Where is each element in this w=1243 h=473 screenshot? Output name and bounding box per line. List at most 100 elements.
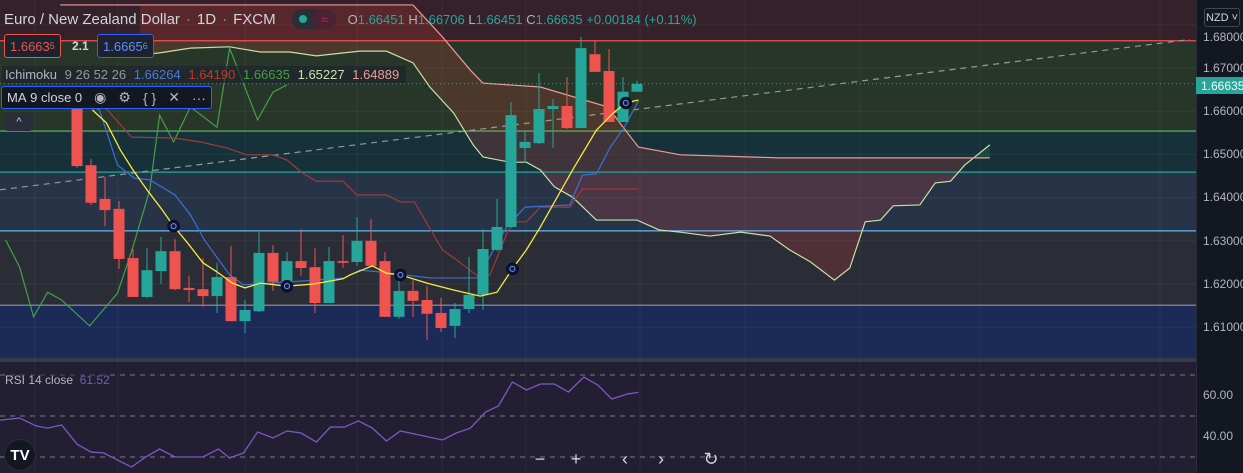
separator: · (185, 10, 191, 28)
ichimoku-cloud (483, 83, 487, 158)
ichimoku-cloud (402, 4, 406, 60)
eye-icon[interactable]: ◉ (94, 89, 107, 105)
pane-separator (0, 358, 1196, 362)
ichimoku-cloud (185, 4, 189, 49)
ichimoku-cloud (630, 136, 634, 221)
ichimoku-cloud (353, 4, 357, 52)
rsi-axis-label: 60.00 (1203, 388, 1234, 402)
ichimoku-cloud (693, 155, 697, 235)
scroll-back-button[interactable]: ‹ (622, 448, 628, 469)
conversion-value: 1.66264 (133, 67, 181, 82)
candle-body (631, 83, 643, 92)
collapse-legend-button[interactable]: ^ (5, 113, 33, 131)
ichimoku-cloud (546, 88, 550, 181)
more-icon[interactable]: ··· (191, 89, 206, 106)
rsi-pane (0, 362, 1196, 473)
tradingview-logo[interactable]: TV (4, 439, 36, 471)
candle-body (323, 261, 335, 304)
ma-legend[interactable]: MA 9 close 0 ◉ ⚙ { } ✕ ··· (1, 86, 212, 109)
ichimoku-cloud (399, 4, 403, 59)
ichimoku-cloud (623, 126, 627, 221)
ichimoku-cloud (763, 157, 767, 236)
candle-body (603, 71, 615, 122)
ichimoku-cloud (591, 102, 595, 219)
ichimoku-cloud (906, 157, 910, 206)
ichimoku-name: Ichimoku (5, 67, 58, 82)
ichimoku-cloud (784, 157, 788, 249)
ichimoku-cloud (490, 83, 494, 160)
buy-button[interactable]: 1.6665 6 (97, 34, 154, 58)
ichimoku-cloud (434, 27, 438, 96)
ichimoku-cloud (595, 103, 599, 221)
rsi-value: 61.52 (79, 373, 110, 387)
ichimoku-cloud (556, 91, 560, 190)
candle-body (533, 109, 545, 144)
axis-label: 1.65000 (1203, 147, 1243, 161)
ichimoku-cloud (878, 157, 882, 221)
currency-button[interactable]: NZD ˅ (1204, 8, 1240, 27)
axis-label: 1.64000 (1203, 190, 1243, 204)
high-value: 1.66706 (417, 11, 465, 27)
rsi-params: 14 close (28, 373, 74, 387)
axis-label: 1.61000 (1203, 320, 1243, 334)
rsi-legend[interactable]: RSI 14 close 61.52 (5, 373, 110, 387)
ichimoku-cloud (462, 60, 466, 133)
market-status-pill[interactable]: ≈ (291, 9, 336, 29)
symbol-title[interactable]: Euro / New Zealand Dollar (4, 10, 180, 28)
ichimoku-cloud (808, 157, 812, 264)
close-icon[interactable]: ✕ (168, 89, 180, 105)
candle-body (197, 289, 209, 297)
zoom-in-button[interactable]: + (570, 448, 582, 469)
gear-icon[interactable]: ⚙ (118, 89, 131, 105)
reset-chart-button[interactable]: ↻ (703, 448, 719, 469)
ichimoku-cloud (931, 157, 935, 189)
ichimoku-cloud (192, 4, 196, 49)
ichimoku-cloud (826, 157, 830, 277)
ichimoku-cloud (742, 156, 746, 233)
ichimoku-cloud (217, 4, 221, 48)
axis-label: 1.67000 (1203, 61, 1243, 75)
ichimoku-cloud (469, 68, 473, 144)
ichimoku-cloud (882, 157, 886, 219)
ichimoku-legend[interactable]: Ichimoku 9 26 52 26 1.66264 1.64190 1.66… (2, 66, 407, 83)
ma-marker-dot (284, 283, 290, 290)
ichimoku-cloud (773, 157, 777, 241)
ichimoku-cloud (917, 157, 921, 206)
ichimoku-cloud (700, 155, 704, 236)
ma-name: MA (7, 90, 27, 105)
axis-label: 1.63000 (1203, 234, 1243, 248)
ichimoku-cloud (651, 149, 655, 228)
braces-icon[interactable]: { } (142, 89, 157, 106)
ichimoku-cloud (238, 4, 242, 49)
ichimoku-cloud (493, 83, 497, 160)
ichimoku-cloud (945, 157, 949, 182)
candle-body (225, 277, 237, 322)
ichimoku-cloud (234, 4, 238, 49)
ichimoku-cloud (843, 157, 847, 273)
low-value: 1.66451 (475, 11, 523, 27)
scroll-forward-button[interactable]: › (658, 448, 664, 469)
sell-button[interactable]: 1.6663 5 (4, 34, 61, 58)
rsi-name: RSI (5, 373, 26, 387)
market-open-icon (292, 9, 314, 29)
ichimoku-cloud (248, 4, 252, 51)
ichimoku-cloud (619, 122, 623, 221)
ichimoku-cloud (364, 4, 368, 52)
ichimoku-cloud (724, 156, 728, 235)
ichimoku-cloud (861, 157, 865, 235)
ichimoku-cloud (633, 140, 637, 221)
price-chart[interactable] (0, 0, 1196, 473)
candle-body (547, 106, 559, 110)
trend-line (0, 38, 1191, 191)
candle-body (561, 106, 573, 129)
ichimoku-cloud (924, 157, 928, 199)
ichimoku-cloud (423, 16, 427, 83)
interval[interactable]: 1D (196, 10, 217, 28)
ichimoku-cloud (822, 157, 826, 274)
ichimoku-cloud (626, 131, 630, 221)
ichimoku-cloud (938, 157, 942, 183)
ichimoku-cloud (528, 86, 532, 166)
ichimoku-cloud (868, 157, 872, 222)
candle-body (155, 251, 167, 272)
zoom-out-button[interactable]: − (534, 448, 546, 469)
